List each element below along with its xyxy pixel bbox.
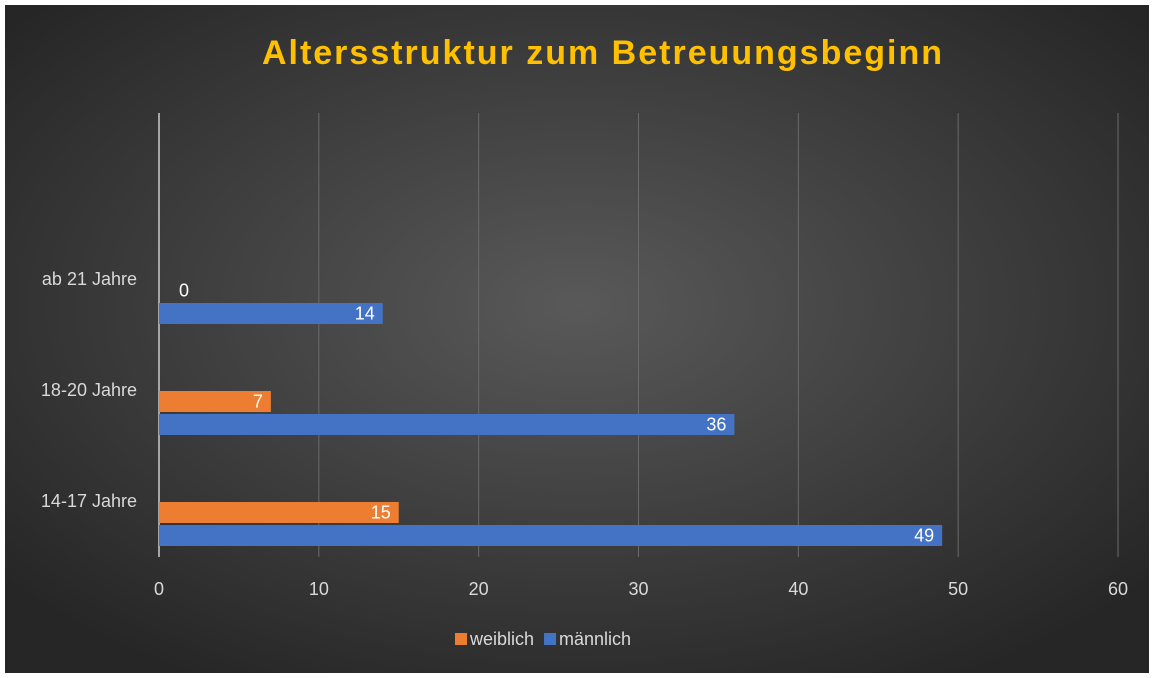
y-tick-label: 14-17 Jahre: [41, 491, 137, 511]
bar: [159, 391, 271, 412]
x-tick-label: 40: [788, 579, 808, 599]
bar: [159, 303, 383, 324]
x-tick-label: 0: [154, 579, 164, 599]
x-tick-label: 50: [948, 579, 968, 599]
bar: [159, 414, 735, 435]
value-label: 7: [253, 391, 263, 411]
legend-label: männlich: [559, 629, 631, 649]
value-label: 15: [371, 502, 391, 522]
legend-label: weiblich: [469, 629, 534, 649]
bar: [159, 525, 943, 546]
y-tick-label: 18-20 Jahre: [41, 380, 137, 400]
y-tick-label: ab 21 Jahre: [42, 269, 137, 289]
legend-swatch: [455, 633, 467, 645]
x-tick-label: 10: [309, 579, 329, 599]
chart-title: Altersstruktur zum Betreuungsbeginn: [262, 34, 944, 72]
legend-swatch: [544, 633, 557, 645]
bar: [159, 502, 399, 523]
x-tick-label: 30: [628, 579, 648, 599]
value-label: 14: [355, 303, 375, 323]
value-label: 0: [179, 280, 189, 300]
value-label: 36: [706, 414, 726, 434]
x-tick-label: 20: [469, 579, 489, 599]
x-tick-label: 60: [1108, 579, 1128, 599]
chart-background: [5, 5, 1149, 673]
value-label: 49: [914, 525, 934, 545]
